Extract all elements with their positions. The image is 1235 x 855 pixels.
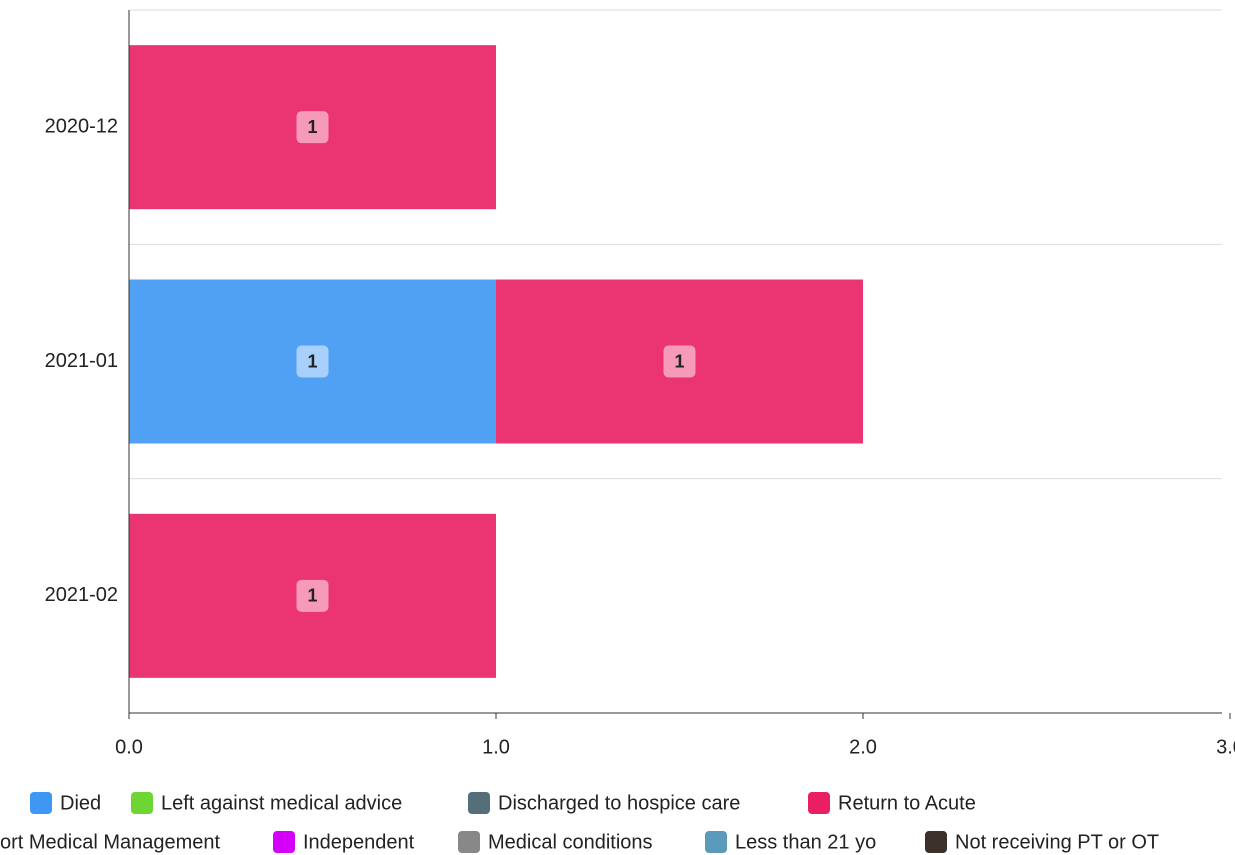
legend-swatch bbox=[458, 831, 480, 853]
data-label-box bbox=[296, 345, 329, 378]
y-tick-label: 2021-01 bbox=[45, 350, 118, 372]
y-tick-label: 2020-12 bbox=[45, 115, 118, 137]
data-label: 1 bbox=[307, 351, 317, 371]
legend-label: Less than 21 yo bbox=[735, 831, 876, 853]
legend-label: Independent bbox=[303, 831, 415, 853]
data-label-box bbox=[663, 345, 696, 378]
legend-label: Medical conditions bbox=[488, 831, 653, 853]
data-label: 1 bbox=[307, 586, 317, 606]
legend-swatch bbox=[131, 792, 153, 814]
legend-label: Return to Acute bbox=[838, 792, 976, 814]
data-label-box bbox=[296, 579, 329, 612]
legend-label: Not receiving PT or OT bbox=[955, 831, 1159, 853]
legend-label: Left against medical advice bbox=[161, 792, 402, 814]
legend-swatch bbox=[705, 831, 727, 853]
legend-label: Died bbox=[60, 792, 101, 814]
data-label: 1 bbox=[674, 351, 684, 371]
x-tick-label: 0.0 bbox=[115, 736, 143, 758]
legend-swatch bbox=[273, 831, 295, 853]
legend-swatch bbox=[468, 792, 490, 814]
data-label: 1 bbox=[307, 117, 317, 137]
legend-label: ort Medical Management bbox=[0, 831, 221, 853]
legend-swatch bbox=[925, 831, 947, 853]
legend-swatch bbox=[30, 792, 52, 814]
legend-label: Discharged to hospice care bbox=[498, 792, 740, 814]
data-label-box bbox=[296, 111, 329, 144]
x-tick-label: 2.0 bbox=[849, 736, 877, 758]
y-tick-label: 2021-02 bbox=[45, 584, 118, 606]
x-tick-label: 1.0 bbox=[482, 736, 510, 758]
x-tick-label: 3.0 bbox=[1216, 736, 1235, 758]
legend-swatch bbox=[808, 792, 830, 814]
